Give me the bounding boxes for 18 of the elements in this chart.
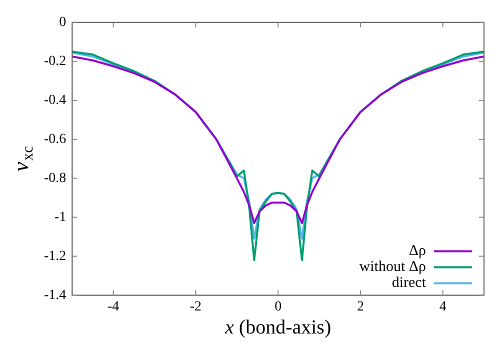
x-tick-label: 0: [274, 299, 282, 314]
y-axis-title: vxc: [8, 146, 37, 172]
x-axis-title: x (bond-axis): [224, 316, 332, 338]
legend-label: direct: [392, 275, 427, 292]
y-tick-label: -0.8: [44, 170, 66, 186]
legend-label: without Δρ: [359, 259, 426, 276]
y-tick-label: -0.4: [44, 93, 66, 108]
y-tick-label: -1.2: [44, 248, 66, 264]
y-tick-label: -0.2: [44, 54, 66, 70]
x-tick-label: 4: [439, 299, 446, 314]
x-tick-label: -2: [190, 299, 202, 314]
y-tick-label: -1: [54, 210, 66, 225]
x-tick-label: 2: [356, 299, 364, 314]
x-tick-label: -4: [108, 299, 120, 314]
y-tick-label: -0.6: [44, 132, 66, 147]
y-tick-label: -1.4: [44, 288, 66, 303]
y-tick-label: 0: [59, 15, 66, 30]
legend-label: Δρ: [408, 243, 426, 260]
